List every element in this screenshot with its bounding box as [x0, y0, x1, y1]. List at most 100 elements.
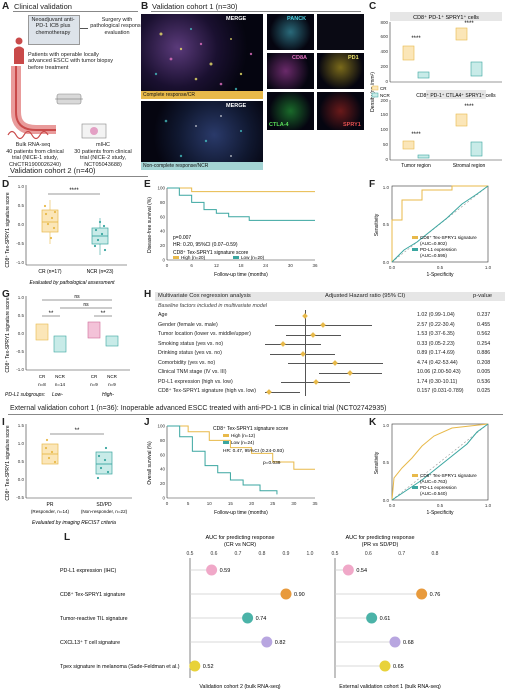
h-row-pvalue: 0.886	[477, 350, 491, 356]
svg-text:0.5: 0.5	[437, 265, 444, 270]
svg-text:CD8⁺ Tex-SPRY1 signature score: CD8⁺ Tex-SPRY1 signature score	[5, 192, 11, 267]
svg-text:Disease-free survival (%): Disease-free survival (%)	[147, 197, 153, 253]
svg-text:CD8⁺ Tex-SPRY1 signature: CD8⁺ Tex-SPRY1 signature	[420, 235, 477, 240]
svg-text:0: 0	[385, 157, 388, 162]
l-value-label: 0.68	[403, 640, 414, 646]
neoadjuvant-text: Neoadjuvant anti-PD-1 ICB plus chemother…	[31, 17, 75, 36]
l-value-label: 0.90	[294, 592, 305, 598]
svg-text:NCR (n=23): NCR (n=23)	[87, 269, 114, 275]
svg-text:0.5: 0.5	[383, 460, 390, 465]
svg-text:**: **	[75, 428, 80, 434]
j-high-curve	[167, 425, 315, 470]
l-dot	[206, 564, 218, 576]
h-hr-marker	[347, 369, 353, 376]
svg-text:400: 400	[380, 49, 388, 54]
svg-text:(AUC=0.595): (AUC=0.595)	[420, 253, 447, 258]
svg-text:Follow-up time (months): Follow-up time (months)	[214, 510, 268, 516]
h-row-hr: 1.74 (0.30-10.11)	[417, 378, 458, 385]
h-table-row: Gender (female vs. male) 2.57 (0.22-30.4)…	[155, 321, 505, 330]
svg-text:Density (no./mm²): Density (no./mm²)	[370, 72, 376, 112]
panel-i-letter: I	[2, 417, 5, 428]
panel-g-letter: G	[2, 289, 10, 300]
l-left-tick: 1.0	[307, 551, 314, 557]
h-row-name: Smoking status (yes vs. no)	[158, 340, 224, 347]
x-tick-label: 24	[263, 263, 269, 268]
pd1-label: PD1	[348, 55, 359, 61]
cd8a-image	[267, 53, 314, 89]
ctla4-label: CTLA-4	[269, 122, 289, 128]
panck-label: PANCK	[287, 16, 307, 22]
l-right-tick: 0.8	[432, 551, 439, 557]
panel-l-chart: AUC for predicting response (CR vs NCR) …	[60, 535, 441, 690]
y-tick-label: 60	[160, 214, 166, 219]
svg-text:n=14: n=14	[55, 382, 66, 387]
svg-text:High-: High-	[102, 392, 114, 398]
cohort2-rule	[8, 176, 148, 177]
l-right-tick: 0.6	[365, 551, 372, 557]
l-left-tick: 0.6	[211, 551, 218, 557]
svg-text:****: ****	[464, 104, 474, 110]
panel-j-letter: J	[144, 417, 150, 428]
svg-text:(AUC=0.540): (AUC=0.540)	[420, 491, 447, 496]
l-value-label: 0.74	[256, 616, 267, 622]
svg-text:1-Specificity: 1-Specificity	[427, 272, 454, 278]
panel-h-letter: H	[144, 289, 152, 300]
svg-text:Low (n=20): Low (n=20)	[241, 255, 265, 260]
svg-text:100: 100	[380, 127, 388, 132]
svg-text:NCR: NCR	[55, 374, 65, 379]
svg-text:p=0.007: p=0.007	[173, 235, 191, 241]
empty-tile	[317, 14, 364, 50]
y-tick-label: 0	[162, 496, 165, 501]
l-value-label: 0.82	[275, 640, 286, 646]
c-top-box-cr-tumor	[402, 45, 415, 61]
svg-text:PD-L1 subgroups:: PD-L1 subgroups:	[5, 392, 46, 398]
svg-text:****: ****	[411, 132, 421, 138]
spry1-label: SPRY1	[343, 122, 361, 128]
pd1-image	[317, 53, 364, 89]
svg-text:0.0: 0.0	[18, 331, 25, 336]
svg-text:(AUC=0.763): (AUC=0.763)	[420, 479, 447, 484]
l-right-tick: 0.7	[398, 551, 405, 557]
svg-text:1.0: 1.0	[18, 184, 25, 189]
h-hr-marker	[312, 379, 319, 385]
h-table-row: CD8⁺ Tex-SPRY1 signature (high vs. low) 0…	[155, 387, 505, 396]
y-tick-label: 80	[160, 438, 166, 443]
svg-text:(CR vs NCR): (CR vs NCR)	[224, 542, 256, 548]
x-tick-label: 36	[312, 263, 318, 268]
h-table-row: Comorbidity (yes vs. no) 4.74 (0.42-53.44…	[155, 359, 505, 368]
h-row-pvalue: 0.237	[477, 312, 491, 318]
svg-text:-1.0: -1.0	[16, 260, 24, 265]
l-value-label: 0.76	[430, 592, 441, 598]
mihc-slide-icon	[81, 123, 107, 139]
panel-b-letter: B	[141, 1, 149, 12]
svg-text:AUC for predicting response: AUC for predicting response	[205, 535, 274, 541]
x-tick-label: 0	[166, 501, 169, 506]
h-row-hr: 1.02 (0.99-1.04)	[417, 312, 455, 318]
y-tick-label: 0	[162, 258, 165, 263]
h-row-hr: 10.06 (2.00-50.43)	[417, 369, 461, 375]
h-hr-marker	[280, 341, 287, 347]
svg-text:Low-: Low-	[52, 392, 63, 398]
l-value-label: 0.54	[356, 568, 367, 574]
svg-text:Sensitivity: Sensitivity	[374, 451, 380, 474]
rna-wave-icon	[7, 130, 49, 140]
svg-text:HR: 0.47, 95%CI (0.24-0.93): HR: 0.47, 95%CI (0.24-0.93)	[223, 448, 284, 454]
svg-text:Evaluated by imaging RECIST cr: Evaluated by imaging RECIST criteria	[32, 520, 116, 526]
y-tick-label: 60	[160, 452, 166, 457]
x-tick-label: 5	[187, 501, 190, 506]
svg-text:PD-L1 expression: PD-L1 expression	[420, 485, 457, 490]
svg-text:Follow-up time (months): Follow-up time (months)	[214, 272, 268, 278]
h-hr-marker	[299, 350, 306, 357]
svg-text:n=8: n=8	[38, 382, 46, 387]
x-tick-label: 30	[291, 501, 297, 506]
svg-text:0.0: 0.0	[18, 222, 25, 227]
y-tick-label: 100	[157, 424, 165, 429]
svg-text:HR: 0.20, 95%CI (0.07–0.59): HR: 0.20, 95%CI (0.07–0.59)	[173, 242, 238, 248]
h-table-row: PD-L1 expression (high vs. low) 1.74 (0.3…	[155, 378, 505, 387]
svg-text:1.0: 1.0	[485, 503, 492, 508]
c-top-title: CD8⁺ PD-1⁺ SPRY1⁺ cells	[413, 14, 479, 21]
svg-text:****: ****	[464, 21, 474, 27]
svg-text:0.0: 0.0	[383, 498, 390, 503]
svg-text:Low (n=24): Low (n=24)	[231, 440, 255, 445]
svg-text:0.0: 0.0	[389, 503, 396, 508]
